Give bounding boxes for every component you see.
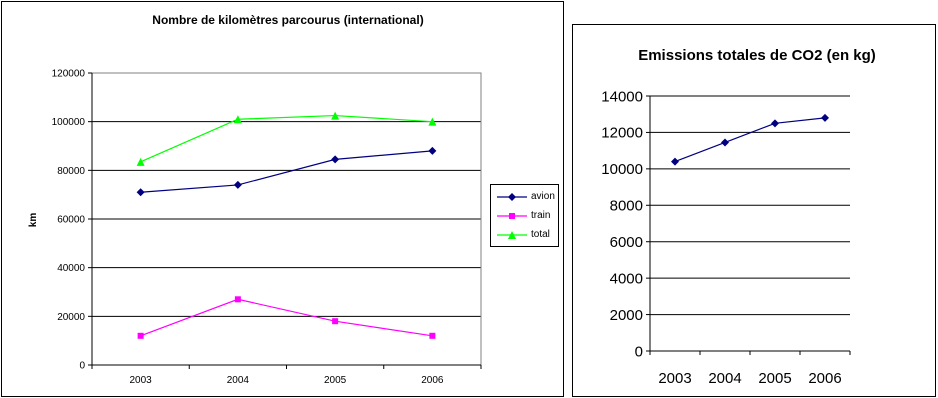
km-xtick-label: 2003: [130, 375, 153, 386]
chart-km-legend: avion train total: [490, 184, 559, 247]
co2-point-series-0: [821, 113, 829, 122]
km-point-train: [332, 318, 339, 325]
co2-ytick-label: 4000: [610, 270, 643, 287]
legend-swatch-total: [497, 231, 527, 239]
legend-swatch-train: [497, 213, 527, 219]
legend-label-avion: avion: [531, 191, 555, 202]
km-line-total: [140, 114, 433, 163]
co2-ytick-label: 2000: [610, 307, 643, 324]
co2-line-series-0: [674, 117, 826, 163]
chart-co2-plot: Emissions totales de CO2 (en kg) 0 2000 40…: [601, 47, 876, 387]
co2-ytick-label: 6000: [610, 234, 643, 251]
km-ytick-label: 60000: [57, 215, 85, 226]
co2-ytick-label: 8000: [610, 198, 643, 215]
km-ytick-label: 100000: [52, 117, 86, 128]
legend-item-train: train: [495, 209, 559, 223]
km-ytick-label: 80000: [57, 166, 85, 177]
co2-ytick-label: 10000: [601, 161, 643, 178]
km-point-train: [429, 332, 436, 339]
km-line-avion: [140, 150, 433, 193]
legend-label-total: total: [531, 229, 550, 240]
co2-ytick-label: 12000: [601, 125, 643, 142]
co2-xtick-label: 2003: [658, 370, 691, 387]
chart-km-ylabel: km: [28, 213, 39, 228]
km-ytick-label: 120000: [52, 69, 86, 80]
km-point-avion: [331, 155, 340, 164]
co2-ytick-label: 14000: [601, 88, 643, 105]
km-point-avion: [233, 180, 242, 189]
legend-label-train: train: [531, 210, 551, 221]
co2-point-series-0: [721, 138, 729, 147]
chart-co2-title: Emissions totales de CO2 (en kg): [638, 47, 876, 64]
km-point-avion: [136, 188, 145, 197]
chart-km-plot: Nombre de kilomètres parcourus (internat…: [28, 13, 482, 386]
chart-km-title: Nombre de kilomètres parcourus (internat…: [152, 13, 423, 27]
co2-xtick-label: 2004: [708, 370, 741, 387]
km-ytick-label: 20000: [57, 312, 85, 323]
km-line-train: [140, 298, 433, 337]
legend-item-avion: avion: [495, 190, 559, 204]
km-xtick-label: 2005: [324, 375, 347, 386]
km-point-total: [233, 115, 242, 124]
legend-swatch-avion: [497, 193, 527, 201]
km-point-total: [331, 111, 340, 120]
chart-km-panel: Nombre de kilomètres parcourus (internat…: [1, 1, 564, 397]
legend-item-total: total: [495, 228, 559, 242]
km-point-train: [137, 332, 144, 339]
km-xtick-label: 2006: [421, 375, 444, 386]
co2-xtick-label: 2006: [808, 370, 841, 387]
km-ytick-label: 40000: [57, 263, 85, 274]
km-ytick-label: 0: [79, 361, 85, 372]
km-point-avion: [428, 146, 437, 155]
chart-co2-panel: Emissions totales de CO2 (en kg) 0 2000 40…: [572, 24, 936, 397]
km-point-total: [428, 117, 437, 126]
co2-xtick-label: 2005: [758, 370, 791, 387]
km-point-train: [234, 296, 241, 303]
km-xtick-label: 2004: [227, 375, 250, 386]
co2-point-series-0: [771, 119, 779, 128]
co2-ytick-label: 0: [635, 343, 643, 360]
co2-point-series-0: [671, 157, 679, 166]
km-point-total: [136, 157, 145, 166]
